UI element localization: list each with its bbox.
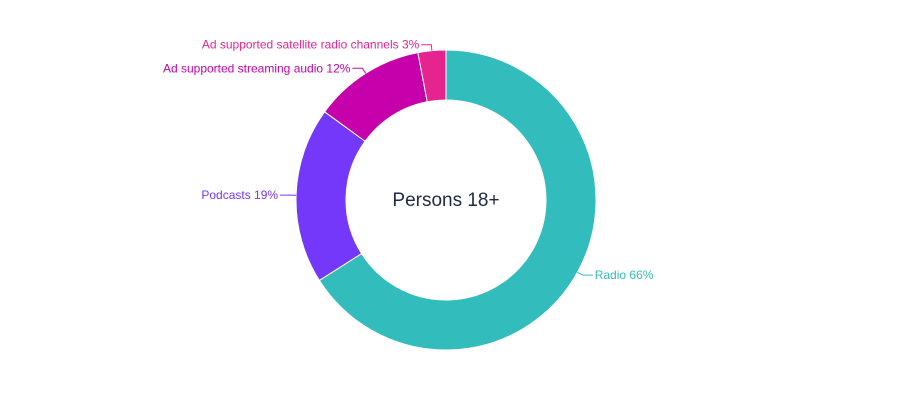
leader-line-2 <box>352 67 367 74</box>
leader-line-0 <box>577 271 593 276</box>
donut-slice-3[interactable] <box>417 49 447 103</box>
slice-labels: Radio 66% Podcasts 19% Ad supported stream… <box>163 38 654 282</box>
donut-slices <box>295 49 597 351</box>
leader-line-3 <box>421 44 433 51</box>
label-leader-lines <box>280 44 593 276</box>
donut-slice-1[interactable] <box>295 111 366 282</box>
slice-label-2: Ad supported streaming audio 12% <box>163 61 351 75</box>
donut-slice-0[interactable] <box>318 49 597 351</box>
slice-label-1: Podcasts 19% <box>201 188 278 202</box>
center-label: Persons 18+ <box>392 190 499 211</box>
slice-label-0: Radio 66% <box>595 268 654 282</box>
slice-label-3: Ad supported satellite radio channels 3% <box>202 38 420 52</box>
